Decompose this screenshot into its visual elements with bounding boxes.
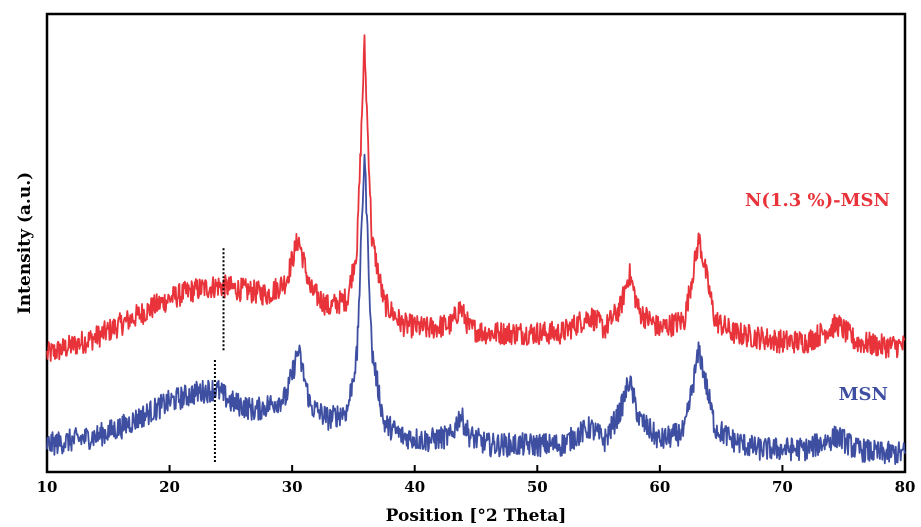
x-tick-label-20: 20 [159,478,180,496]
x-tick-label-50: 50 [527,478,548,496]
plot-frame [45,12,907,474]
series-layer [46,34,906,466]
y-axis-title: Intensity (a.u.) [15,172,35,314]
series-group-1 [46,153,906,466]
series-group-0 [46,34,906,362]
x-axis-title: Position [°2 Theta] [386,506,567,526]
x-tick-label-30: 30 [282,478,303,496]
x-tick-label-80: 80 [895,478,916,496]
series-line-1 [46,153,906,466]
annotation-layer [213,247,225,462]
series-label-n-msn: N(1.3 %)-MSN [745,190,890,211]
x-tick-label-40: 40 [404,478,425,496]
series-label-msn: MSN [839,384,888,405]
series-line-0 [46,34,906,362]
x-tick-label-60: 60 [649,478,670,496]
x-axis-ticks: 10 20 30 40 50 60 70 80 [37,465,916,496]
x-tick-label-10: 10 [37,478,58,496]
x-tick-label-70: 70 [772,478,793,496]
